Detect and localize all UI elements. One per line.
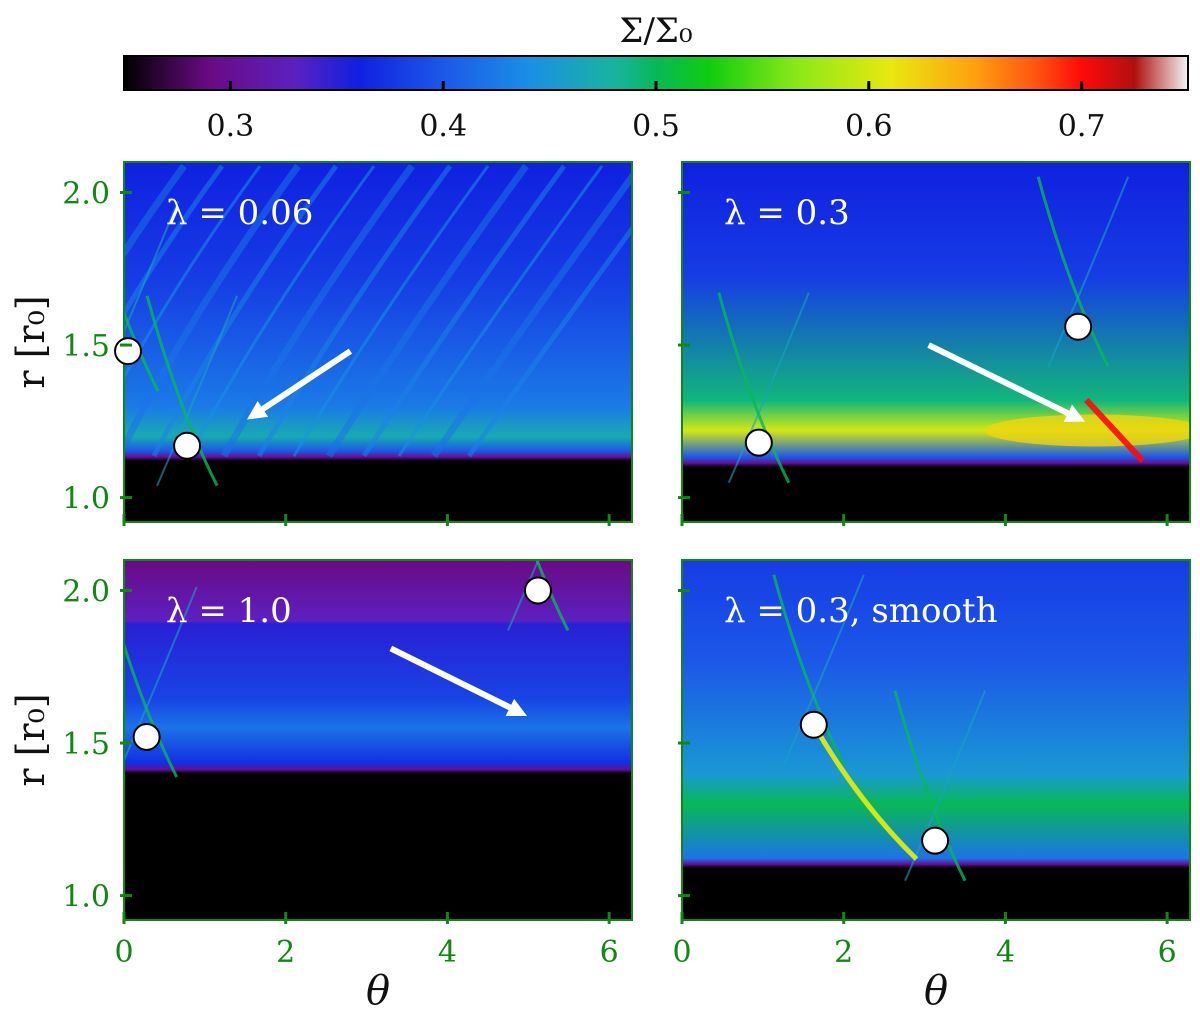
- panel-image: [124, 162, 632, 522]
- y-tick-label: 1.0: [62, 880, 110, 915]
- spiral-streak: [124, 165, 262, 381]
- y-tick-label: 1.0: [62, 482, 110, 517]
- shock-arc: [782, 574, 865, 766]
- y-tick-label: 1.5: [62, 727, 110, 762]
- colorbar-tick-label: 0.4: [419, 109, 467, 144]
- shock-arc: [772, 574, 846, 766]
- planet-marker: [921, 826, 950, 855]
- shock-arc: [145, 295, 219, 487]
- colorbar: Σ/Σ₀ 0.3 0.4 0.5 0.6 0.7: [123, 11, 1189, 144]
- shock-arc: [1036, 176, 1110, 368]
- panel-frame: [123, 559, 633, 921]
- panel-image: [682, 162, 1190, 522]
- spiral-streak: [397, 165, 604, 457]
- x-tick-label: 6: [1158, 935, 1177, 970]
- y-tick-label: 1.5: [62, 329, 110, 364]
- spiral-streak: [187, 165, 376, 457]
- panel-label: λ = 0.3, smooth: [724, 591, 998, 631]
- shock-arc: [124, 586, 198, 763]
- x-tick-label: 0: [114, 935, 133, 970]
- shock-arc: [507, 560, 540, 631]
- planet-marker: [132, 722, 161, 751]
- spiral-streak: [431, 171, 632, 458]
- planet-marker: [523, 576, 552, 605]
- spiral-streak: [124, 163, 187, 260]
- shock-arc: [124, 200, 179, 334]
- motion-arrow: [246, 348, 353, 420]
- panel-frame: [681, 161, 1191, 523]
- colorbar-ticks: 0.3 0.4 0.5 0.6 0.7: [207, 81, 1106, 144]
- spiral-streak: [220, 163, 415, 458]
- spiral-streak: [124, 164, 225, 319]
- colorbar-tick-label: 0.5: [632, 109, 680, 144]
- shock-arc: [124, 640, 178, 778]
- shock-arc: [1047, 176, 1130, 368]
- spiral-streak: [124, 163, 301, 454]
- shock-arc: [156, 295, 238, 487]
- colorbar-tick-label: 0.7: [1058, 109, 1106, 144]
- x-axis-label: θ: [924, 968, 948, 1014]
- panel-label: λ = 0.06: [166, 193, 313, 233]
- shock-arc: [893, 690, 967, 882]
- panel-label: λ = 1.0: [166, 591, 292, 631]
- colorbar-tick-label: 0.6: [845, 109, 893, 144]
- panels: λ = 0.06 1.0 1.5 2.0 r [r₀] λ = 0.3 λ = 1.0 1.0…: [9, 161, 1191, 1014]
- planet-marker: [114, 337, 143, 366]
- shock-arc: [535, 560, 570, 632]
- planet-marker: [799, 710, 828, 739]
- panel-frame: [681, 559, 1191, 921]
- y-tick-label: 2.0: [62, 575, 110, 610]
- y-axis-label: r [r₀]: [9, 295, 53, 388]
- x-tick-label: 4: [438, 935, 457, 970]
- x-tick-label: 2: [276, 935, 295, 970]
- shock-arc: [904, 690, 986, 882]
- colorbar-tick-label: 0.3: [207, 109, 255, 144]
- panel-1: λ = 0.06 1.0 1.5 2.0 r [r₀]: [9, 161, 633, 526]
- planet-marker: [744, 428, 773, 457]
- motion-arrow: [389, 645, 528, 717]
- spiral-streak: [326, 163, 529, 458]
- density-peak: [984, 414, 1190, 447]
- x-tick-label: 2: [834, 935, 853, 970]
- spiral-streak: [256, 164, 453, 458]
- y-tick-label: 2.0: [62, 177, 110, 212]
- shock-arc: [727, 292, 810, 484]
- spiral-streak: [151, 164, 339, 458]
- spiral-streak: [361, 164, 567, 458]
- panel-2: λ = 0.3: [678, 161, 1191, 526]
- panel-3: λ = 1.0 1.0 1.5 2.0 r [r₀] 0 2 4 6 θ: [9, 559, 633, 1014]
- planet-marker: [1064, 312, 1093, 341]
- x-tick-label: 0: [672, 935, 691, 970]
- density-field: [682, 560, 1190, 920]
- shock-arc: [124, 308, 160, 392]
- spiral-streak: [292, 165, 490, 457]
- spiral-streak: [466, 224, 632, 458]
- colorbar-label: Σ/Σ₀: [619, 11, 692, 51]
- x-tick-label: 4: [996, 935, 1015, 970]
- panel-label: λ = 0.3: [724, 193, 850, 233]
- panel-image: [682, 560, 1190, 920]
- panel-4: λ = 0.3, smooth 0 2 4 6 θ: [672, 559, 1191, 1014]
- density-field: [682, 162, 1190, 522]
- panel-image: [124, 560, 632, 920]
- density-field: [124, 560, 632, 920]
- density-peak: [811, 723, 919, 861]
- y-axis-label: r [r₀]: [9, 693, 53, 786]
- x-axis-label: θ: [366, 968, 390, 1014]
- x-tick-label: 6: [600, 935, 619, 970]
- shock-arc: [717, 292, 791, 484]
- planet-marker: [173, 431, 202, 460]
- density-peak: [1084, 397, 1146, 464]
- motion-arrow: [927, 342, 1086, 422]
